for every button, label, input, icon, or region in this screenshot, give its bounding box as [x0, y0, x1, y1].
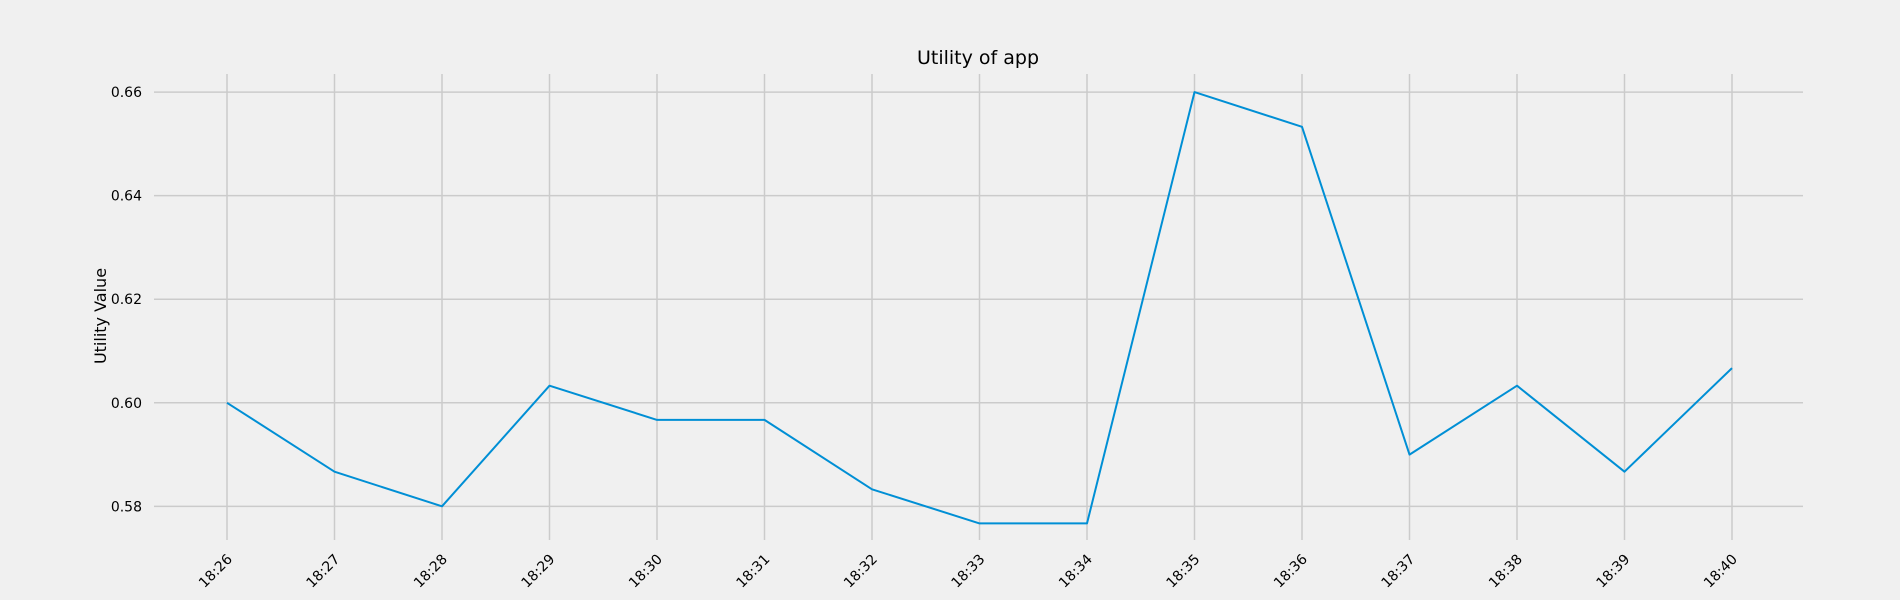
y-tick-label: 0.62 — [111, 292, 142, 308]
chart-title: Utility of app — [917, 47, 1039, 69]
series-layer — [226, 91, 1733, 525]
y-tick-label: 0.66 — [111, 85, 142, 101]
series-line — [226, 91, 1733, 525]
y-tick-label: 0.64 — [111, 189, 142, 205]
x-grid — [226, 74, 1733, 540]
y-tick-labels: 0.58 0.60 0.62 0.64 0.66 — [111, 85, 142, 515]
y-grid — [154, 91, 1803, 508]
y-tick-label: 0.60 — [111, 396, 142, 412]
y-axis-label: Utility Value — [91, 268, 110, 364]
y-tick-label: 0.58 — [111, 499, 142, 515]
